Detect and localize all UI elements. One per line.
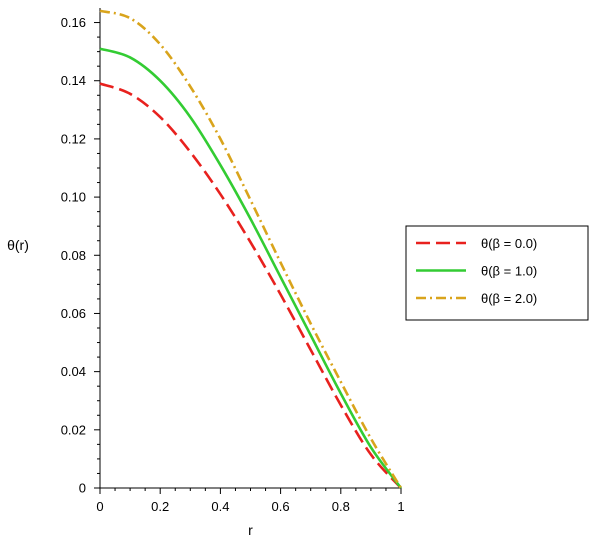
x-tick-label: 0.2 [151,499,169,514]
series-line-0 [99,82,402,489]
legend: θ(β = 0.0) θ(β = 1.0) θ(β = 2.0) [405,225,589,321]
x-tick-label: 0.4 [211,499,229,514]
y-tick-label: 0.08 [61,248,86,263]
y-axis-label: θ(r) [7,237,29,253]
x-tick-label: 1 [397,499,404,514]
x-tick-label: 0.8 [332,499,350,514]
legend-label-1: θ(β = 1.0) [481,264,537,279]
plot-axes [99,8,401,489]
x-tick-label: 0.6 [272,499,290,514]
y-tick-label: 0.14 [61,73,86,88]
series-layer [99,9,403,489]
legend-box [405,225,589,321]
x-axis-ticks: 0 0.2 0.4 0.6 0.8 1 [96,488,405,514]
x-axis-label: r [248,522,253,538]
y-tick-label: 0.02 [61,422,86,437]
x-tick-label: 0 [96,499,103,514]
y-tick-label: 0.06 [61,306,86,321]
legend-label-2: θ(β = 2.0) [481,291,537,306]
y-tick-label: 0.12 [61,131,86,146]
y-tick-label: 0.10 [61,190,86,205]
series-line-2 [99,9,403,489]
y-axis-ticks: 0 0.02 0.04 0.06 0.08 0.10 0.12 0.14 0.16 [61,15,100,496]
series-line-1 [99,47,403,489]
legend-label-0: θ(β = 0.0) [481,236,537,251]
y-tick-label: 0 [79,481,86,496]
y-tick-label: 0.04 [61,364,86,379]
y-tick-label: 0.16 [61,15,86,30]
